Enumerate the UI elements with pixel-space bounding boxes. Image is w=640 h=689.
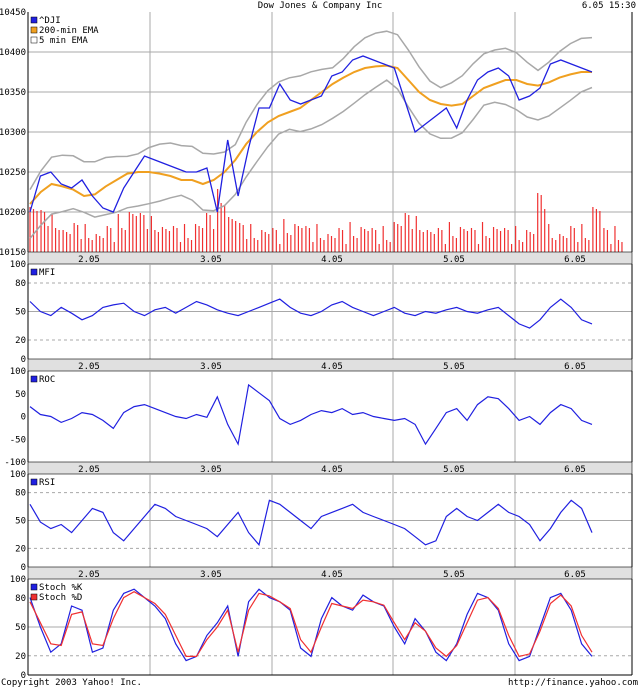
y-tick-label: 10350 <box>0 88 26 98</box>
legend-stoch-k-swatch <box>30 583 38 591</box>
price-line <box>29 55 593 213</box>
ema-line <box>29 64 592 205</box>
source-url[interactable]: http://finance.yahoo.com <box>507 678 638 688</box>
y-tick-label: 100 <box>10 575 26 585</box>
y-tick-label: 80 <box>15 279 26 289</box>
y-tick-label: -100 <box>4 458 26 468</box>
legend-ema5-label: 5 min EMA <box>39 36 88 46</box>
date-label: 3.05 <box>200 465 222 475</box>
date-label: 2.05 <box>78 570 100 580</box>
legend-roc-swatch <box>30 375 38 383</box>
date-label: 4.05 <box>321 465 343 475</box>
rsi-line <box>29 499 593 547</box>
legend-stoch-k-label: Stoch %K <box>39 583 83 593</box>
y-tick-label: 10250 <box>0 168 26 178</box>
y-tick-label: 50 <box>15 308 26 318</box>
y-tick-label: 0 <box>21 413 26 423</box>
y-tick-label: 80 <box>15 594 26 604</box>
y-tick-label: -50 <box>10 435 26 445</box>
y-tick-label: 20 <box>15 544 26 554</box>
legend-rsi-label: RSI <box>39 478 55 488</box>
legend-ema5-swatch <box>30 36 38 44</box>
y-tick-label: 80 <box>15 489 26 499</box>
y-tick-label: 100 <box>10 260 26 270</box>
y-tick-label: 20 <box>15 336 26 346</box>
legend-dji-swatch <box>30 16 38 24</box>
stoch-k-line <box>29 588 593 662</box>
lower-band <box>29 79 593 239</box>
y-tick-label: 50 <box>15 390 26 400</box>
date-axis-bar <box>27 566 633 580</box>
date-label: 5.05 <box>443 362 465 372</box>
date-label: 5.05 <box>443 570 465 580</box>
legend-roc-label: ROC <box>39 375 55 385</box>
legend-mfi-label: MFI <box>39 268 55 278</box>
y-tick-label: 0 <box>21 671 26 681</box>
y-tick-label: 10400 <box>0 48 26 58</box>
legend-rsi-swatch <box>30 478 38 486</box>
date-label: 2.05 <box>78 255 100 265</box>
date-label: 3.05 <box>200 362 222 372</box>
y-tick-label: 10200 <box>0 208 26 218</box>
y-tick-label: 50 <box>15 623 26 633</box>
date-label: 2.05 <box>78 362 100 372</box>
date-label: 5.05 <box>443 255 465 265</box>
legend-dji-label: ^DJI <box>39 16 61 26</box>
legend-ema200-label: 200-min EMA <box>39 26 99 36</box>
date-label: 3.05 <box>200 255 222 265</box>
date-axis-bar <box>27 358 633 372</box>
date-label: 3.05 <box>200 570 222 580</box>
date-label: 4.05 <box>321 570 343 580</box>
legend-mfi-swatch <box>30 268 38 276</box>
date-label: 2.05 <box>78 465 100 475</box>
y-tick-label: 20 <box>15 652 26 662</box>
date-label: 6.05 <box>564 465 586 475</box>
copyright-text: Copyright 2003 Yahoo! Inc. <box>1 678 142 688</box>
upper-band <box>29 30 593 190</box>
date-label: 4.05 <box>321 362 343 372</box>
legend-stoch-d-label: Stoch %D <box>39 593 82 603</box>
y-tick-label: 0 <box>21 563 26 573</box>
y-tick-label: 50 <box>15 517 26 527</box>
date-label: 6.05 <box>564 570 586 580</box>
legend-ema200-swatch <box>30 26 38 34</box>
date-axis-bar <box>27 461 633 475</box>
date-label: 6.05 <box>564 255 586 265</box>
y-tick-label: 10150 <box>0 248 26 258</box>
date-axis-bar <box>27 251 633 265</box>
y-tick-label: 10450 <box>0 8 26 18</box>
roc-line <box>29 383 593 446</box>
chart-timestamp: 6.05 15:30 <box>581 1 636 11</box>
y-tick-label: 100 <box>10 470 26 480</box>
y-tick-label: 10300 <box>0 128 26 138</box>
y-tick-label: 0 <box>21 355 26 365</box>
date-label: 4.05 <box>321 255 343 265</box>
chart-title: Dow Jones & Company Inc <box>257 1 383 11</box>
stoch-d-line <box>29 591 593 658</box>
legend-stoch-d-swatch <box>30 593 38 601</box>
date-label: 6.05 <box>564 362 586 372</box>
date-label: 5.05 <box>443 465 465 475</box>
mfi-line <box>29 298 593 329</box>
y-tick-label: 100 <box>10 367 26 377</box>
